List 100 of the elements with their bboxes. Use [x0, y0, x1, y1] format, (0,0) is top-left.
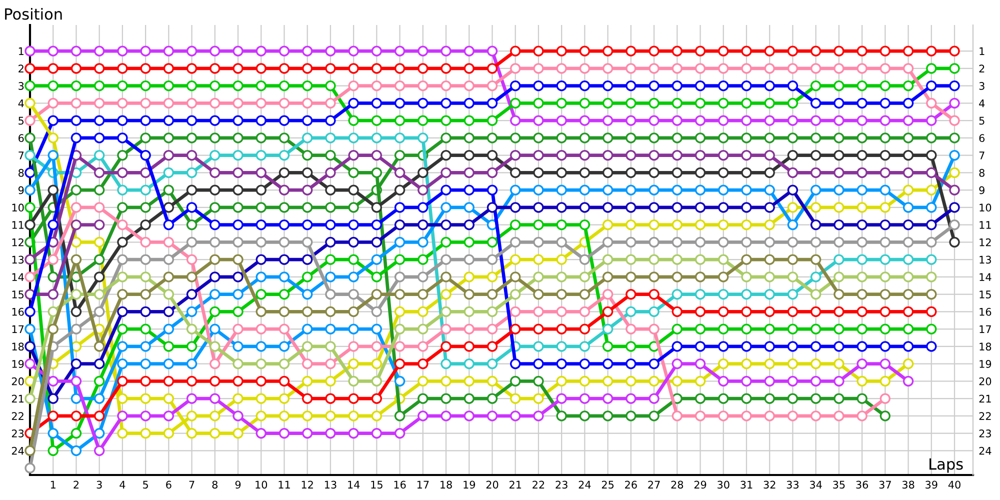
point — [810, 410, 822, 422]
point — [556, 167, 567, 178]
point — [210, 376, 220, 387]
x-tick-label: 7 — [189, 480, 194, 488]
y2-tick-label: 21 — [979, 394, 991, 403]
point — [602, 236, 614, 248]
point — [278, 202, 290, 213]
point — [694, 46, 706, 56]
point — [834, 184, 844, 196]
point — [394, 288, 406, 300]
point — [163, 254, 174, 265]
point — [880, 254, 891, 265]
point — [325, 288, 336, 300]
point — [256, 288, 266, 300]
point — [510, 288, 521, 300]
point — [648, 46, 660, 56]
point — [440, 288, 452, 300]
point — [24, 324, 36, 334]
point — [556, 150, 567, 161]
point — [371, 306, 382, 318]
point — [486, 393, 498, 404]
point — [117, 272, 128, 282]
point — [834, 376, 844, 387]
point — [140, 46, 151, 56]
point — [325, 46, 336, 56]
point — [856, 393, 868, 404]
point — [672, 184, 683, 196]
x-tick-label: 37 — [879, 480, 891, 489]
point — [163, 236, 174, 248]
y-axis-title: Position — [5, 8, 62, 20]
point — [94, 410, 105, 422]
point — [278, 410, 290, 422]
point — [787, 254, 798, 265]
point — [486, 358, 498, 370]
point — [741, 115, 752, 126]
point — [210, 46, 220, 56]
point — [718, 324, 729, 334]
point — [579, 324, 590, 334]
y2-tick-label: 20 — [979, 377, 992, 386]
point — [325, 115, 336, 126]
point — [787, 202, 798, 213]
point — [325, 272, 336, 282]
point — [256, 219, 266, 230]
point — [440, 324, 452, 334]
point — [741, 376, 752, 387]
point — [210, 428, 220, 439]
point — [440, 132, 452, 144]
point — [70, 288, 82, 300]
x-axis-title: Laps — [930, 458, 963, 473]
point — [256, 306, 266, 318]
point — [302, 428, 313, 439]
point — [787, 184, 798, 196]
point — [856, 132, 868, 144]
point — [694, 341, 706, 352]
point — [140, 288, 151, 300]
point — [694, 393, 706, 404]
x-tick-label: 17 — [417, 480, 429, 488]
point — [902, 202, 914, 213]
point — [648, 132, 660, 144]
point — [718, 150, 729, 161]
y2-tick-label: 19 — [980, 360, 992, 368]
point — [232, 202, 244, 213]
point — [672, 410, 683, 422]
point — [856, 63, 868, 74]
point — [602, 341, 614, 352]
point — [186, 132, 198, 144]
point — [579, 63, 590, 74]
point — [371, 272, 382, 282]
y-tick-label: 18 — [12, 342, 24, 351]
point — [48, 184, 58, 196]
point — [856, 410, 868, 422]
point — [117, 63, 128, 74]
x-tick-label: 38 — [902, 480, 914, 489]
point — [464, 202, 474, 213]
point — [672, 272, 683, 282]
point — [926, 46, 937, 56]
point — [533, 410, 544, 422]
point — [256, 202, 266, 213]
point — [764, 115, 775, 126]
point — [325, 202, 336, 213]
point — [672, 115, 683, 126]
point — [186, 393, 198, 404]
point — [834, 150, 844, 161]
point — [325, 393, 336, 404]
point — [902, 46, 914, 56]
point — [94, 254, 105, 265]
point — [117, 98, 128, 109]
point — [210, 132, 220, 144]
point — [140, 306, 151, 318]
point — [834, 306, 844, 318]
point — [834, 341, 844, 352]
point — [325, 184, 336, 196]
point — [902, 376, 914, 387]
point — [440, 393, 452, 404]
point — [348, 236, 359, 248]
point — [70, 393, 82, 404]
x-tick-label: 8 — [212, 480, 218, 489]
point — [186, 150, 198, 161]
point — [672, 358, 683, 370]
point — [694, 254, 706, 265]
